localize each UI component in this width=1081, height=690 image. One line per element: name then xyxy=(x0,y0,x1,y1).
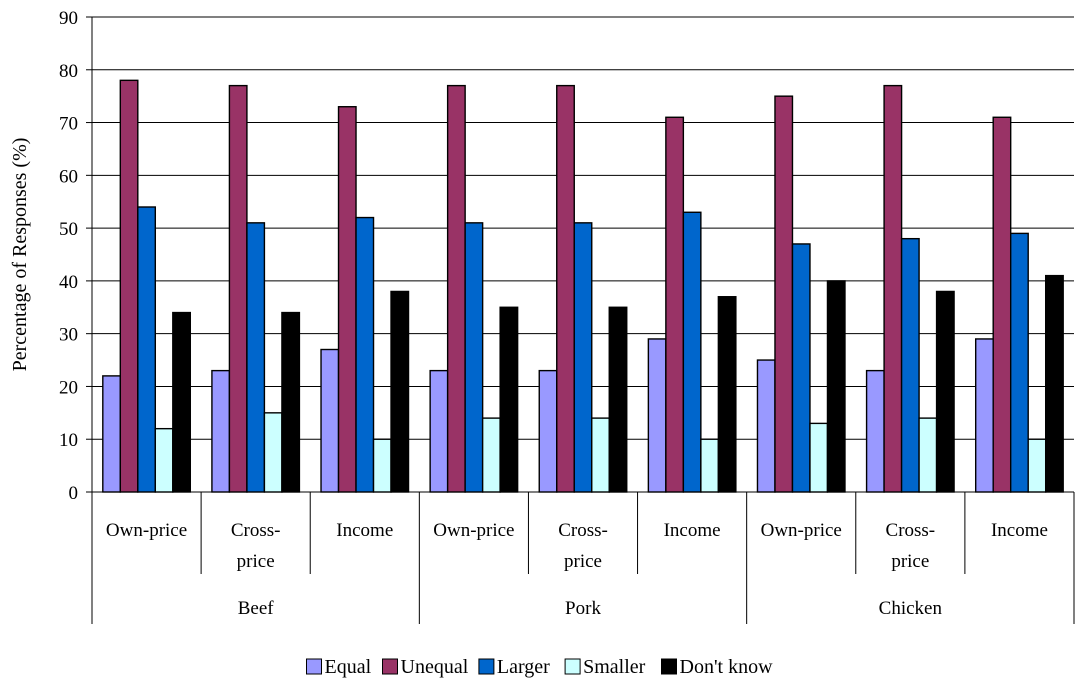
category-label: Income xyxy=(336,520,393,541)
bar xyxy=(246,222,266,493)
bar xyxy=(172,311,192,493)
bar xyxy=(464,222,484,493)
category-label: Cross-price xyxy=(886,520,936,572)
bar xyxy=(446,84,466,493)
bar xyxy=(809,422,829,493)
bar xyxy=(211,369,231,493)
legend-swatch xyxy=(306,658,322,675)
bar xyxy=(717,296,737,493)
y-tick-label: 20 xyxy=(59,377,78,398)
category-label-line: price xyxy=(564,551,602,572)
bar xyxy=(883,84,903,493)
y-tick-label: 50 xyxy=(59,219,78,240)
bar xyxy=(538,369,558,493)
category-labels: Own-price Cross-price Income Own-price Cross… xyxy=(106,520,1048,572)
bar xyxy=(102,375,122,493)
bar xyxy=(665,116,685,493)
legend-swatch xyxy=(661,658,677,675)
y-tick-label: 90 xyxy=(59,8,78,29)
legend-label: Don't know xyxy=(680,656,774,678)
y-tick-label: 10 xyxy=(59,430,78,451)
bar xyxy=(918,417,938,493)
legend-label: Equal xyxy=(325,656,372,678)
y-tick-label: 40 xyxy=(59,272,78,293)
y-tick-label: 60 xyxy=(59,166,78,187)
bar xyxy=(774,95,794,493)
bar xyxy=(337,106,357,493)
category-label-line: price xyxy=(891,551,929,572)
bars xyxy=(102,79,1064,493)
bar xyxy=(935,290,955,493)
bar xyxy=(119,79,139,493)
legend-item[interactable]: Larger xyxy=(478,656,550,678)
bar xyxy=(281,311,301,493)
bar xyxy=(1044,274,1064,493)
bar xyxy=(791,243,811,493)
bar xyxy=(1027,438,1047,493)
category-label: Income xyxy=(664,520,721,541)
y-tick-labels: 0 10 20 30 40 50 60 70 80 90 xyxy=(59,8,78,504)
bar xyxy=(137,206,157,493)
bar xyxy=(355,216,375,493)
bar xyxy=(499,306,519,493)
y-axis-label: Percentage of Responses (%) xyxy=(9,138,31,372)
category-label-line: price xyxy=(237,551,275,572)
legend-label: Smaller xyxy=(583,656,646,678)
bar xyxy=(865,369,885,493)
category-label-line: Cross- xyxy=(886,520,936,541)
legend-item[interactable]: Unequal xyxy=(382,656,469,678)
group-labels: Beef Pork Chicken xyxy=(238,598,943,619)
bar xyxy=(700,438,720,493)
legend-swatch xyxy=(382,658,398,675)
y-tick-label: 70 xyxy=(59,114,78,135)
bar xyxy=(992,116,1012,493)
category-label-line: Cross- xyxy=(231,520,281,541)
category-label: Cross-price xyxy=(231,520,281,572)
bar xyxy=(573,222,593,493)
bar xyxy=(390,290,410,493)
bar xyxy=(756,359,776,493)
axes xyxy=(86,16,1075,624)
bar xyxy=(1009,232,1029,493)
legend-swatch xyxy=(564,658,581,675)
y-tick-label: 0 xyxy=(69,483,79,504)
category-label: Own-price xyxy=(761,520,842,541)
category-label: Own-price xyxy=(106,520,187,541)
bar xyxy=(826,280,846,493)
bar xyxy=(556,84,575,493)
bar xyxy=(974,338,994,493)
bar xyxy=(320,348,340,493)
legend-label: Unequal xyxy=(401,656,469,678)
y-tick-label: 30 xyxy=(59,325,78,346)
bar xyxy=(481,417,501,493)
legend-item[interactable]: Equal xyxy=(306,656,372,678)
y-tick-label: 80 xyxy=(59,61,78,82)
group-label: Pork xyxy=(565,598,601,619)
bar xyxy=(228,84,248,493)
category-label: Income xyxy=(991,520,1048,541)
bar xyxy=(900,237,920,493)
legend[interactable]: Equal Unequal Larger Smaller Don't know xyxy=(306,656,774,678)
bar xyxy=(154,427,174,493)
legend-swatch xyxy=(478,658,495,675)
bar xyxy=(608,306,628,493)
category-label-line: Cross- xyxy=(558,520,608,541)
category-label: Own-price xyxy=(433,520,514,541)
group-label: Chicken xyxy=(879,598,943,619)
bar xyxy=(591,417,610,493)
legend-item[interactable]: Don't know xyxy=(661,656,774,678)
bar xyxy=(372,438,392,493)
bar xyxy=(263,412,283,493)
group-label: Beef xyxy=(238,598,275,619)
bar xyxy=(429,369,449,493)
legend-item[interactable]: Smaller xyxy=(564,656,646,678)
category-label: Cross-price xyxy=(558,520,608,572)
bar xyxy=(647,338,667,493)
bar xyxy=(682,211,702,493)
legend-label: Larger xyxy=(497,656,550,678)
